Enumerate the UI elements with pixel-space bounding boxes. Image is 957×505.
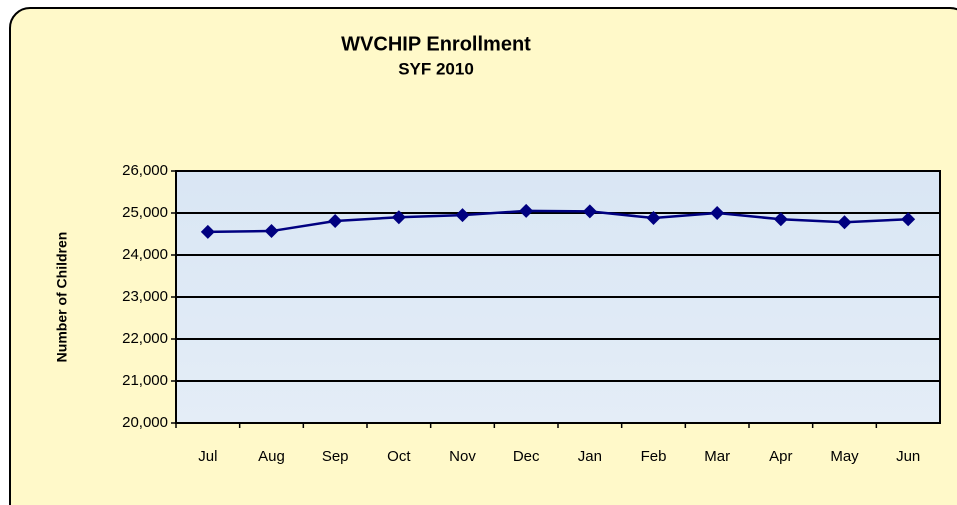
x-tick-label: Aug: [258, 448, 285, 465]
data-point: [328, 213, 343, 228]
data-point: [391, 210, 406, 225]
y-tick-label: 25,000: [122, 204, 168, 221]
x-tick-label: Nov: [449, 448, 476, 465]
x-tick-label: Jan: [578, 448, 602, 465]
x-tick-label: Feb: [641, 448, 667, 465]
x-tick-label: May: [830, 448, 859, 465]
x-tick-label: Sep: [322, 448, 349, 465]
y-tick-label: 22,000: [122, 330, 168, 347]
x-tick-label: Jul: [198, 448, 217, 465]
data-point: [455, 208, 470, 223]
y-tick-label: 26,000: [122, 162, 168, 179]
y-tick-label: 21,000: [122, 372, 168, 389]
data-point: [901, 212, 916, 227]
x-tick-label: Mar: [704, 448, 730, 465]
chart-title: WVCHIP Enrollment: [341, 33, 531, 55]
x-tick-label: Oct: [387, 448, 411, 465]
data-point: [773, 212, 788, 227]
data-point: [264, 224, 279, 239]
y-tick-label: 24,000: [122, 246, 168, 263]
chart-subtitle: SYF 2010: [398, 59, 474, 78]
y-tick-label: 20,000: [122, 414, 168, 431]
data-point: [582, 204, 597, 219]
data-point: [710, 206, 725, 220]
x-tick-label: Dec: [513, 448, 540, 465]
x-tick-label: Apr: [769, 448, 792, 465]
x-tick-label: Jun: [896, 448, 920, 465]
data-point: [519, 203, 534, 218]
data-line: [207, 209, 909, 234]
y-tick-label: 23,000: [122, 288, 168, 305]
y-axis-title: Number of Children: [54, 232, 70, 363]
data-point: [200, 224, 215, 239]
data-point: [837, 215, 852, 230]
data-point: [646, 211, 661, 226]
